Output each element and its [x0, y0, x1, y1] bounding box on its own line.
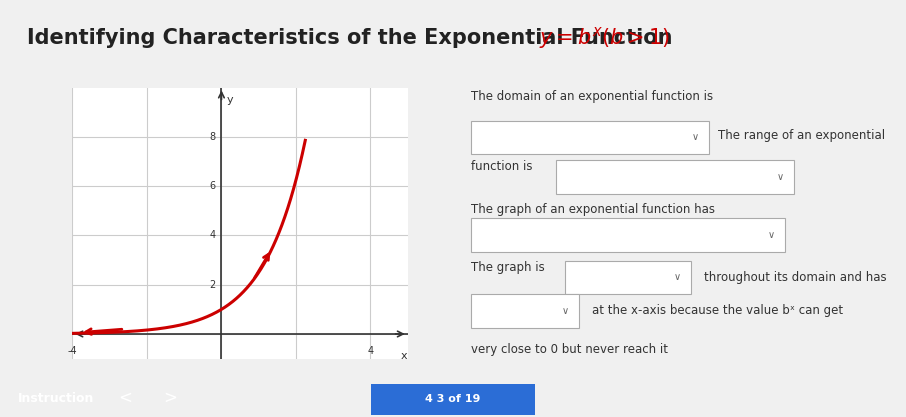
- Text: 6: 6: [210, 181, 216, 191]
- Text: The graph of an exponential function has: The graph of an exponential function has: [471, 203, 715, 216]
- Text: ∨: ∨: [691, 133, 699, 143]
- Text: throughout its domain and has: throughout its domain and has: [704, 271, 887, 284]
- Text: >: >: [163, 389, 177, 407]
- Text: ∨: ∨: [768, 230, 775, 240]
- Text: x: x: [400, 351, 408, 361]
- Text: Instruction: Instruction: [18, 392, 94, 405]
- FancyBboxPatch shape: [556, 160, 794, 194]
- Text: 4: 4: [210, 231, 216, 241]
- Text: function is: function is: [471, 160, 533, 173]
- Text: The domain of an exponential function is: The domain of an exponential function is: [471, 90, 713, 103]
- Text: <: <: [118, 389, 131, 407]
- Text: y: y: [227, 95, 234, 105]
- FancyBboxPatch shape: [361, 383, 545, 416]
- Text: at the x-axis because the value bˣ can get: at the x-axis because the value bˣ can g…: [593, 304, 843, 317]
- Text: The graph is: The graph is: [471, 261, 545, 274]
- FancyBboxPatch shape: [471, 121, 708, 154]
- FancyBboxPatch shape: [471, 218, 785, 251]
- Text: The range of an exponential: The range of an exponential: [718, 129, 885, 143]
- Text: Identifying Characteristics of the Exponential Function: Identifying Characteristics of the Expon…: [27, 28, 679, 48]
- Text: 2: 2: [209, 280, 216, 290]
- Text: 4 3 of 19: 4 3 of 19: [425, 394, 481, 404]
- Text: 4: 4: [368, 346, 373, 356]
- Text: $y = b^{x}(b > 1)$: $y = b^{x}(b > 1)$: [539, 25, 670, 50]
- FancyBboxPatch shape: [565, 261, 690, 294]
- FancyBboxPatch shape: [471, 294, 579, 328]
- Text: -4: -4: [68, 346, 77, 356]
- Text: very close to 0 but never reach it: very close to 0 but never reach it: [471, 343, 668, 356]
- Text: ∨: ∨: [674, 272, 680, 282]
- Text: ∨: ∨: [776, 172, 784, 182]
- Text: 8: 8: [210, 132, 216, 142]
- Text: ∨: ∨: [562, 306, 569, 316]
